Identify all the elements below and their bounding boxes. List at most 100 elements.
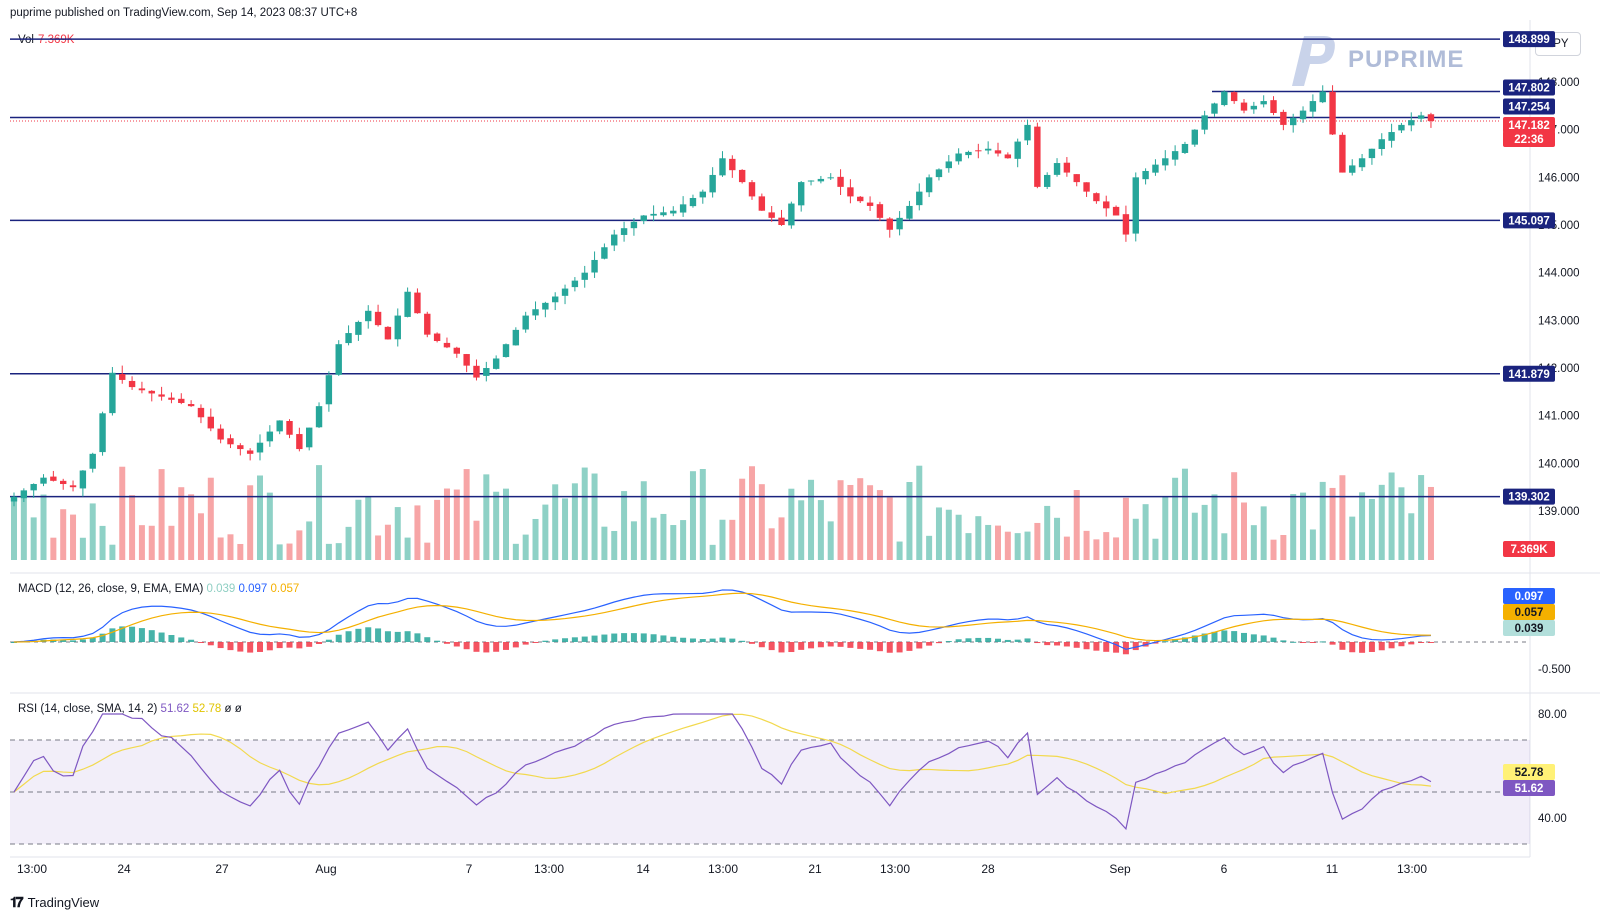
macd-legend-hist: 0.039 — [206, 583, 236, 595]
volume-bar — [758, 484, 765, 560]
macd-histogram-bar — [394, 631, 401, 642]
macd-histogram-bar — [719, 637, 726, 642]
candle-body — [306, 427, 313, 448]
level-badge-bg — [1503, 488, 1555, 505]
candle-body — [365, 310, 372, 322]
level-badge-bg — [1503, 212, 1555, 229]
candle-body — [89, 453, 96, 469]
volume-bar — [1319, 481, 1326, 560]
candle-body — [522, 315, 529, 330]
candle-body — [984, 148, 992, 151]
macd-histogram-bar — [60, 639, 67, 642]
tradingview-logo[interactable]: 𝟏𝟕 TradingView — [10, 894, 99, 911]
price-tick-label: 146.000 — [1538, 172, 1580, 184]
candle-body — [542, 302, 549, 310]
signal-badge: 0.057 — [1515, 607, 1544, 619]
candle-body — [128, 380, 136, 388]
volume-bar — [138, 525, 145, 560]
time-tick-label: 28 — [981, 862, 995, 876]
macd-histogram-bar — [365, 627, 372, 642]
macd-histogram-bar — [817, 642, 824, 648]
level-badge-bg — [1503, 31, 1555, 48]
macd-histogram-bar — [1250, 634, 1257, 642]
volume-bar — [355, 499, 362, 560]
candle-body — [837, 176, 844, 187]
candle-body — [433, 333, 441, 342]
volume-bar — [788, 488, 795, 560]
volume-bar — [1398, 487, 1405, 560]
macd-histogram-bar — [581, 636, 588, 642]
volume-bar — [926, 535, 933, 560]
volume-bar — [1172, 477, 1179, 560]
candle-body — [1388, 132, 1395, 141]
macd-signal-line — [13, 592, 1431, 643]
candle-body — [473, 365, 480, 378]
macd-histogram-bar — [1211, 631, 1218, 642]
macd-histogram-bar — [1083, 642, 1090, 650]
candle-body — [532, 309, 539, 316]
candle-body — [758, 196, 766, 211]
volume-bar — [1349, 516, 1356, 560]
macd-histogram-bar — [168, 635, 175, 642]
volume-bar — [1221, 533, 1228, 560]
candle-body — [237, 445, 244, 450]
volume-bar — [325, 543, 332, 560]
volume-badge-bg — [1503, 541, 1555, 557]
volume-bar — [689, 471, 696, 560]
candle-body — [876, 204, 884, 218]
rsi-legend-sma: 52.78 — [192, 703, 222, 715]
macd-legend-title: MACD (12, 26, close, 9, EMA, EMA) — [18, 583, 204, 595]
macd-histogram-bar — [975, 637, 982, 642]
volume-bar — [571, 483, 578, 560]
candle-body — [1398, 124, 1405, 131]
volume-bar — [384, 524, 391, 560]
volume-bar — [719, 519, 726, 560]
candle-body — [217, 428, 224, 440]
volume-bar — [935, 507, 942, 560]
macd-histogram-bar — [217, 642, 224, 649]
macd-histogram-bar — [926, 642, 933, 646]
candle-body — [404, 291, 411, 317]
horizontal-levels[interactable] — [10, 38, 1500, 498]
time-tick-label: Aug — [315, 862, 336, 876]
volume-bar — [1388, 472, 1395, 560]
volume-bar — [768, 528, 775, 560]
candle-body — [945, 161, 952, 169]
macd-histogram-bar — [562, 638, 569, 642]
candle-body — [315, 406, 323, 428]
volume-bar — [453, 489, 460, 560]
macd-histogram-bar — [955, 639, 962, 642]
volume-bar — [463, 469, 470, 560]
macd-histogram-bar — [207, 642, 214, 646]
candle-body — [601, 247, 608, 259]
macd-histogram-bar — [1280, 640, 1287, 642]
volume-bar — [1250, 525, 1257, 560]
volume-bar — [1054, 517, 1061, 560]
macd-histogram-bar — [689, 638, 696, 642]
volume-bar — [512, 543, 519, 560]
macd-histogram-bar — [630, 633, 637, 642]
candle-body — [207, 416, 214, 429]
macd-histogram-bar — [995, 638, 1001, 642]
candle-body — [227, 438, 234, 445]
volume-bar — [434, 499, 441, 560]
macd-histogram-bar — [1113, 642, 1120, 653]
macd-histogram-bar — [1241, 632, 1247, 642]
volume-bar — [995, 525, 1001, 560]
macd-histogram-bar — [680, 637, 687, 642]
candle-body — [138, 388, 146, 391]
volume-bar — [1014, 533, 1021, 560]
volume-bar — [906, 482, 913, 560]
level-badge: 139.302 — [1508, 492, 1550, 504]
candle-body — [650, 213, 657, 216]
level-badge-bg — [1503, 365, 1555, 382]
macd-histogram-bar — [542, 640, 549, 642]
countdown-badge: 22:36 — [1514, 134, 1543, 146]
macd-histogram-bar — [798, 642, 805, 650]
candle-body — [1290, 117, 1297, 126]
time-tick-label: 24 — [117, 862, 131, 876]
time-tick-label: 14 — [636, 862, 650, 876]
volume-bar — [709, 544, 716, 560]
volume-bar — [20, 497, 27, 560]
